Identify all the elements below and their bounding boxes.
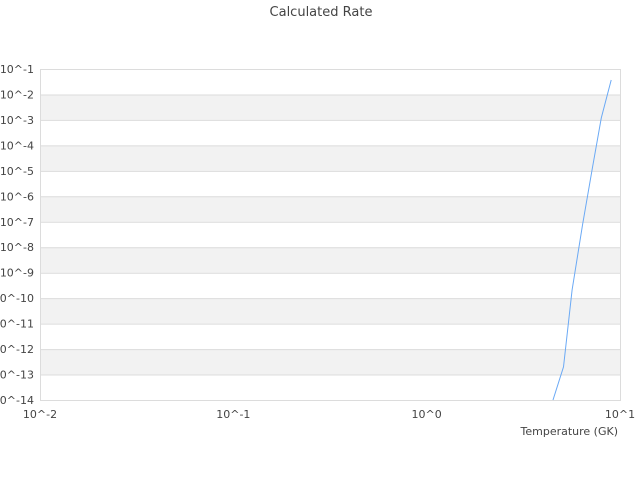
x-tick-label: 10^-2 xyxy=(23,408,57,421)
y-tick-label: 10^-10 xyxy=(0,292,34,305)
y-tick-label: 10^-7 xyxy=(0,216,34,229)
y-tick-label: 10^-6 xyxy=(0,190,34,203)
plot-band xyxy=(40,298,620,324)
x-tick-label: 10^-1 xyxy=(216,408,250,421)
plot-band xyxy=(40,196,620,222)
plot-area-border xyxy=(40,69,621,401)
y-tick-label: 10^-9 xyxy=(0,267,34,280)
x-axis-label: Temperature (GK) xyxy=(520,425,619,438)
y-tick-label: 10^-8 xyxy=(0,241,34,254)
y-tick-label: 10^-11 xyxy=(0,318,34,331)
plot-band xyxy=(40,349,620,375)
rate-line xyxy=(552,79,612,401)
y-tick-label: 10^-14 xyxy=(0,394,34,407)
plot-band xyxy=(40,94,620,120)
grid-lines xyxy=(40,94,620,376)
y-tick-label: 10^-5 xyxy=(0,165,34,178)
plot-bands xyxy=(40,94,620,375)
plot-band xyxy=(40,247,620,273)
y-tick-label: 10^-2 xyxy=(0,88,34,101)
y-tick-label: 10^-3 xyxy=(0,114,34,127)
x-tick-label: 10^1 xyxy=(605,408,635,421)
y-tick-label: 10^-12 xyxy=(0,343,34,356)
chart-title: Calculated Rate xyxy=(270,5,373,20)
y-tick-label: 10^-4 xyxy=(0,139,34,152)
y-tick-label: 10^-1 xyxy=(0,63,34,76)
plot-band xyxy=(40,145,620,171)
x-tick-label: 10^0 xyxy=(412,408,442,421)
y-tick-label: 10^-13 xyxy=(0,369,34,382)
